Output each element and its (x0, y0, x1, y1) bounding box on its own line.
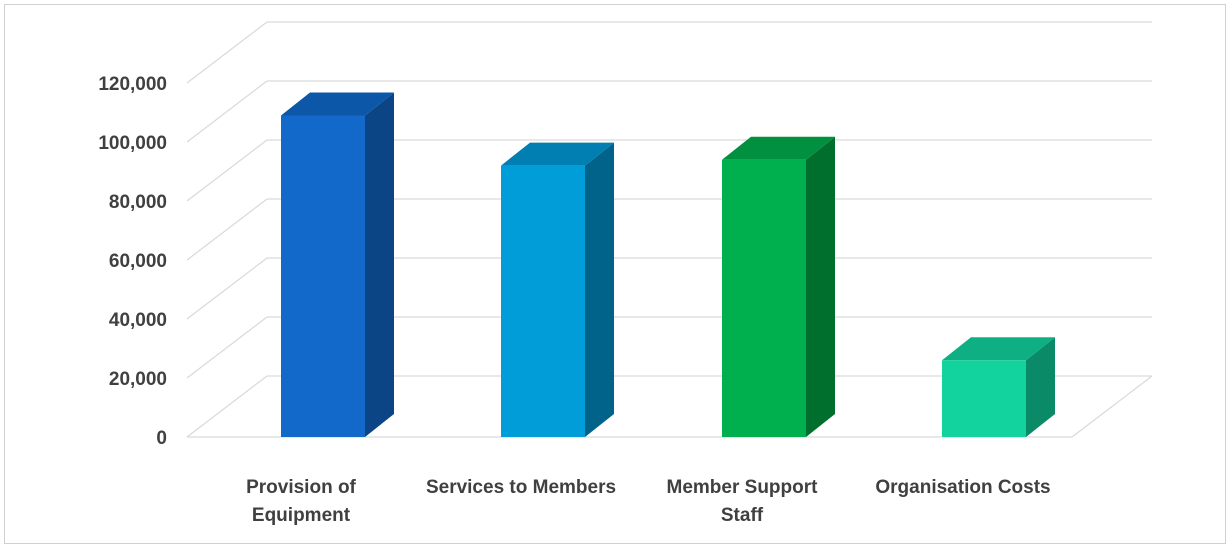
gridline-diagonal (186, 198, 268, 261)
floor-right-edge (1071, 375, 1153, 438)
x-category-label-line: Organisation Costs (875, 477, 1050, 498)
y-tick-label: 40,000 (109, 310, 167, 331)
bar-front-face (501, 165, 585, 437)
x-category-label-line: Equipment (252, 505, 351, 526)
x-axis-category-labels: Provision of Equipment Services to Members… (246, 477, 1051, 526)
y-tick-label: 60,000 (109, 251, 167, 272)
bar (722, 136, 835, 437)
gridline-diagonal (186, 80, 268, 143)
x-category-label-line: Staff (721, 505, 764, 526)
bar (501, 142, 614, 437)
y-axis-tick-labels: 0 20,000 40,000 60,000 80,000 100,000 120,000 (98, 74, 167, 449)
y-tick-label: 80,000 (109, 192, 167, 213)
gridlines (186, 21, 1153, 438)
gridline-diagonal (186, 21, 268, 84)
gridline-diagonal (186, 139, 268, 202)
bar-front-face (722, 159, 806, 437)
bar-top-face (722, 136, 835, 160)
chart-frame: 0 20,000 40,000 60,000 80,000 100,000 120,000 … (4, 4, 1226, 544)
x-category-label-line: Member Support (667, 477, 819, 498)
x-category-label-line: Provision of (246, 477, 356, 498)
bars (281, 92, 1055, 437)
y-tick-label: 20,000 (109, 369, 167, 390)
gridline-diagonal (186, 375, 268, 438)
x-category-label: Provision of Equipment (246, 477, 356, 526)
gridline-diagonal (186, 316, 268, 379)
bar (942, 337, 1055, 437)
bar-side-face (585, 142, 614, 437)
x-category-label: Member Support Staff (667, 477, 819, 526)
x-category-label: Organisation Costs (875, 477, 1050, 498)
bar-front-face (281, 115, 365, 437)
bar-top-face (501, 142, 614, 166)
y-tick-label: 0 (156, 428, 167, 449)
gridline-diagonal (186, 257, 268, 320)
bar-top-face (942, 337, 1055, 361)
x-category-label: Services to Members (426, 477, 616, 498)
x-category-label-line: Services to Members (426, 477, 616, 498)
bar-top-face (281, 92, 394, 116)
bar-side-face (365, 92, 394, 437)
bar-side-face (1026, 337, 1055, 437)
bar-front-face (942, 360, 1026, 437)
y-tick-label: 100,000 (98, 133, 167, 154)
bar (281, 92, 394, 437)
y-tick-label: 120,000 (98, 74, 167, 95)
bar-side-face (806, 136, 835, 437)
bar-chart: 020,00040,00060,00080,000100,000120,000 … (98, 21, 1153, 526)
